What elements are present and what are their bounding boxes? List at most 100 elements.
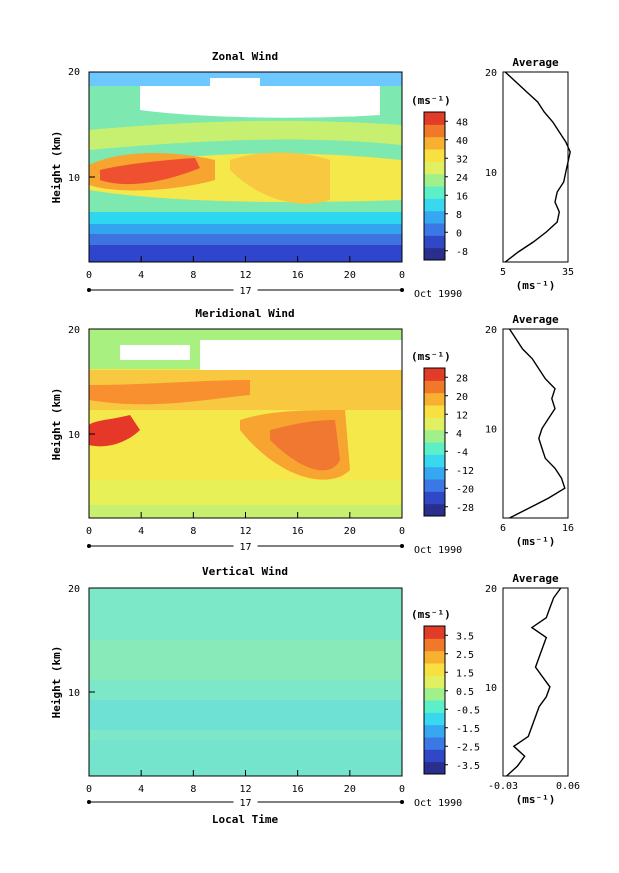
zonal-wind-panel: Zonal Wind 20 10 Height (km)	[50, 50, 574, 300]
colorbar-swatch	[424, 149, 445, 162]
colorbar-swatch	[424, 368, 445, 381]
x-ticks: 0 4 8 12 16 20 0	[86, 512, 405, 537]
average-x-tick-label: 6	[500, 523, 506, 534]
y-tick-label: 20	[68, 67, 80, 78]
colorbar-tick-label: 8	[456, 210, 462, 221]
colorbar: 3.5 2.5 1.5 0.5 -0.5 -1.5 -2.5 -3.5	[423, 625, 480, 775]
y-axis-label: Height (km)	[50, 388, 63, 461]
colorbar-tick-label: -0.5	[456, 705, 480, 716]
average-x-label: (ms⁻¹)	[516, 793, 556, 806]
colorbar-tick-label: 2.5	[456, 650, 474, 661]
y-ticks: 20 10	[68, 584, 95, 699]
average-y-tick-label: 10	[485, 683, 497, 694]
colorbar-swatch	[424, 712, 445, 726]
colorbar-frame	[423, 367, 446, 517]
average-y-tick-label: 10	[485, 424, 497, 435]
y-tick-label: 20	[68, 325, 80, 336]
average-frame	[502, 328, 569, 519]
day-label-bg	[233, 284, 258, 296]
average-title: Average	[512, 572, 559, 585]
x-tick-label: 0	[86, 784, 92, 795]
colorbar-tick-label: 20	[456, 392, 468, 403]
panel-title: Vertical Wind	[202, 565, 288, 578]
colorbar-tick-label: 3.5	[456, 631, 474, 642]
x-tick-label: 8	[190, 270, 196, 281]
colorbar-tick-label: -8	[456, 247, 468, 258]
colorbar-frame	[423, 625, 446, 775]
colorbar-swatch	[424, 112, 445, 125]
day-bar: 17	[87, 540, 404, 553]
colorbar-swatch	[424, 724, 445, 738]
colorbar-swatch	[424, 650, 445, 664]
colorbar-unit: (ms⁻¹)	[411, 350, 451, 363]
x-tick-label: 0	[86, 526, 92, 537]
x-tick-label: 20	[344, 526, 356, 537]
day-end-marker	[400, 544, 404, 548]
colorbar-swatch	[424, 761, 445, 775]
x-tick-label: 12	[239, 526, 251, 537]
average-y-tick-label: 20	[485, 68, 497, 79]
x-tick-label: 16	[292, 526, 304, 537]
colorbar-swatch	[424, 247, 445, 261]
meridional-wind-panel: Meridional Wind 20 10 Height (km) 0 4 8 12 1…	[50, 307, 574, 556]
vertical-wind-panel: Vertical Wind 20 10 Height (km) 0 4 8 12 16 2…	[50, 565, 580, 826]
y-axis-label: Height (km)	[50, 131, 63, 204]
average-line	[504, 71, 571, 263]
colorbar-swatch	[424, 626, 445, 639]
colorbar-swatch	[424, 442, 445, 455]
average-y-tick-label: 20	[485, 584, 497, 595]
y-tick-label: 10	[68, 688, 80, 699]
colorbar-tick-label: 12	[456, 410, 468, 421]
colorbar-swatch	[424, 417, 445, 431]
day-start-marker	[87, 800, 91, 804]
day-bar: 17	[87, 796, 404, 809]
x-tick-label: 12	[239, 270, 251, 281]
average-x-label: (ms⁻¹)	[516, 535, 556, 548]
average-y-tick-label: 10	[485, 168, 497, 179]
average-frame	[502, 71, 569, 263]
colorbar-tick-label: 40	[456, 136, 468, 147]
colorbar-tick-label: 48	[456, 117, 468, 128]
average-line	[508, 328, 566, 519]
x-tick-label: 16	[292, 270, 304, 281]
colorbar-swatch	[424, 454, 445, 468]
colorbar: 48 40 32 24 16 8 0 -8	[423, 111, 468, 261]
x-tick-label: 0	[399, 270, 405, 281]
colorbar-unit: (ms⁻¹)	[411, 94, 451, 107]
day-start-marker	[87, 544, 91, 548]
heatmap-field	[89, 329, 402, 518]
colorbar-tick-label: -2.5	[456, 742, 480, 753]
x-tick-label: 8	[190, 784, 196, 795]
x-tick-label: 4	[138, 270, 144, 281]
colorbar-swatch	[424, 392, 445, 406]
day-bar: 17	[87, 284, 404, 297]
colorbar-swatch	[424, 638, 445, 652]
colorbar-tick-label: 4	[456, 429, 462, 440]
day-label-bg	[233, 540, 258, 552]
colorbar-tick-label: -28	[456, 503, 474, 514]
y-tick-label: 10	[68, 430, 80, 441]
colorbar-tick-label: 24	[456, 173, 468, 184]
average-y-tick-label: 20	[485, 325, 497, 336]
colorbar-tick-label: -20	[456, 484, 474, 495]
average-x-tick-label: -0.03	[488, 781, 518, 792]
colorbar-swatch	[424, 223, 445, 236]
x-ticks: 0 4 8 12 16 20 0	[86, 256, 405, 281]
day-label: 17	[239, 286, 251, 297]
x-ticks: 0 4 8 12 16 20 0	[86, 770, 405, 795]
colorbar-tick-label: 16	[456, 191, 468, 202]
colorbar-swatch	[424, 161, 445, 175]
x-tick-label: 12	[239, 784, 251, 795]
average-x-tick-label: 0.06	[556, 781, 580, 792]
y-ticks: 20 10	[68, 67, 95, 184]
colorbar-tick-label: 0.5	[456, 687, 474, 698]
average-title: Average	[512, 313, 559, 326]
average-profile: Average -0.03 0.06(ms⁻¹) 10 20	[485, 572, 580, 806]
colorbar: 28 20 12 4 -4 -12 -20 -28	[423, 367, 474, 517]
x-tick-label: 20	[344, 784, 356, 795]
colorbar-swatch	[424, 380, 445, 394]
colorbar-swatch	[424, 173, 445, 187]
colorbar-swatch	[424, 235, 445, 249]
panel-title: Meridional Wind	[195, 307, 294, 320]
